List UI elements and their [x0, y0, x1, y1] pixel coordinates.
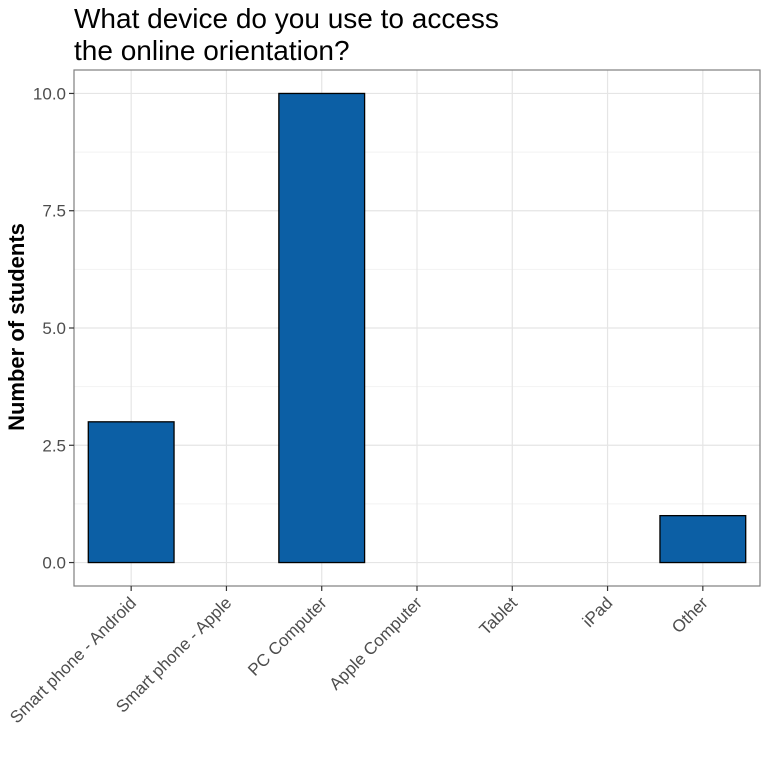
bar: [87, 421, 175, 564]
chart-title-line-2: the online orientation?: [74, 35, 350, 66]
x-tick-label: Apple Computer: [326, 593, 427, 694]
y-tick-label: 10.0: [33, 84, 66, 103]
x-tick-label: Tablet: [476, 593, 522, 639]
bars: [87, 92, 747, 564]
x-tick-label: iPad: [579, 593, 616, 630]
bar: [659, 514, 747, 564]
x-tick-label: Other: [668, 593, 712, 637]
y-tick-label: 5.0: [42, 319, 66, 338]
x-tick-label: PC Computer: [244, 593, 330, 679]
y-axis-label: Number of students: [4, 223, 29, 431]
chart-title-line-1: What device do you use to access: [74, 3, 499, 34]
bar: [278, 92, 366, 564]
grid: [74, 70, 760, 586]
y-tick-label: 0.0: [42, 554, 66, 573]
y-tick-label: 2.5: [42, 436, 66, 455]
y-tick-label: 7.5: [42, 202, 66, 221]
